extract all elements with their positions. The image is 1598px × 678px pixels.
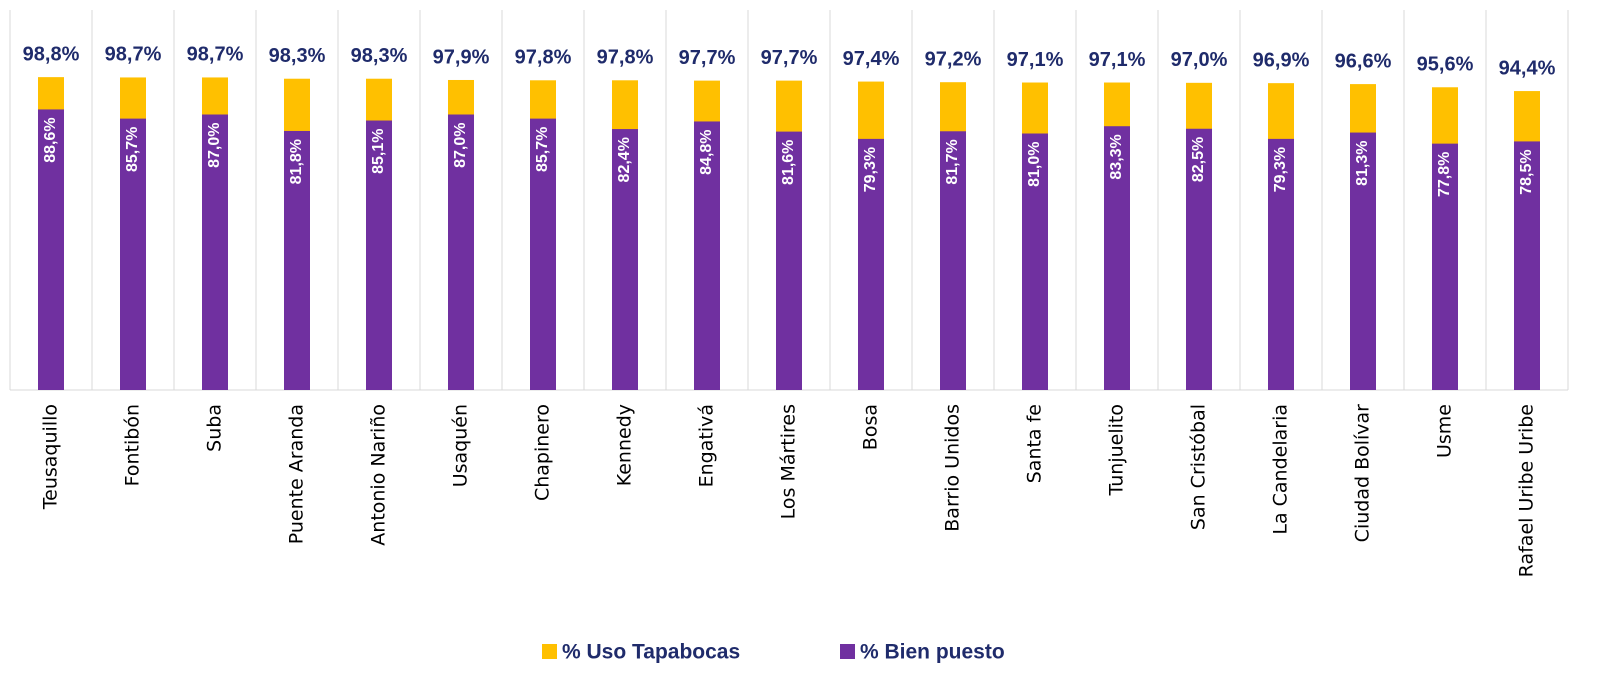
bar [612, 129, 638, 391]
value-label: 96,6% [1335, 50, 1392, 72]
value-label: 81,3% [1354, 141, 1371, 186]
value-label: 79,3% [862, 147, 879, 192]
legend-swatch [542, 644, 557, 659]
bar [1432, 143, 1458, 390]
x-tick-label: San Cristóbal [1188, 404, 1210, 530]
value-label: 82,4% [616, 137, 633, 182]
bar [940, 131, 966, 391]
value-label: 87,0% [452, 123, 469, 168]
x-tick-label: Suba [204, 404, 226, 452]
value-label: 97,9% [433, 46, 490, 68]
value-label: 97,8% [515, 47, 572, 69]
x-tick-label: Santa fe [1024, 404, 1046, 483]
value-label: 87,0% [206, 123, 223, 168]
value-label: 97,1% [1007, 49, 1064, 71]
x-tick-label: La Candelaria [1270, 404, 1292, 535]
value-label: 98,3% [269, 45, 326, 67]
value-label: 77,8% [1436, 152, 1453, 197]
value-label: 85,1% [370, 129, 387, 174]
value-label: 95,6% [1417, 54, 1474, 76]
value-label: 98,7% [105, 44, 162, 66]
x-tick-label: Teusaquillo [40, 404, 62, 510]
value-label: 83,3% [1108, 134, 1125, 179]
bar [1104, 126, 1130, 390]
x-tick-label: Fontibón [122, 404, 144, 486]
x-tick-label: Tunjuelito [1106, 404, 1128, 496]
value-label: 98,3% [351, 45, 408, 67]
value-label: 81,6% [780, 140, 797, 185]
bar [530, 118, 556, 390]
bar [202, 114, 228, 390]
value-label: 97,8% [597, 47, 654, 69]
value-label: 97,2% [925, 48, 982, 70]
x-tick-label: Puente Aranda [286, 404, 308, 544]
value-label: 98,7% [187, 44, 244, 66]
bar [120, 118, 146, 390]
bar [694, 121, 720, 390]
bar [1350, 132, 1376, 391]
x-tick-label: Kennedy [614, 404, 636, 486]
x-tick-label: Bosa [860, 404, 882, 450]
value-label: 84,8% [698, 129, 715, 174]
bar [1022, 133, 1048, 390]
x-tick-label: Engativá [696, 404, 718, 487]
bar [1514, 141, 1540, 390]
bar [284, 130, 310, 390]
legend-swatch [840, 644, 855, 659]
bar [776, 131, 802, 390]
value-label: 97,0% [1171, 49, 1228, 71]
value-label: 97,7% [679, 47, 736, 69]
value-label: 97,4% [843, 48, 900, 70]
value-label: 94,4% [1499, 57, 1556, 79]
value-label: 85,7% [124, 127, 141, 172]
value-label: 97,1% [1089, 49, 1146, 71]
x-tick-label: Barrio Unidos [942, 404, 964, 532]
bar [858, 138, 884, 390]
x-tick-label: Los Mártires [778, 404, 800, 519]
value-label: 88,6% [42, 117, 59, 162]
bar [448, 114, 474, 390]
value-label: 85,7% [534, 127, 551, 172]
bar [1268, 138, 1294, 390]
x-tick-label: Ciudad Bolívar [1352, 404, 1374, 542]
x-tick-label: Chapinero [532, 404, 554, 501]
bar [366, 120, 392, 391]
value-label: 82,5% [1190, 137, 1207, 182]
value-label: 81,8% [288, 139, 305, 184]
value-label: 96,9% [1253, 49, 1310, 71]
value-label: 81,0% [1026, 142, 1043, 187]
legend-label: % Bien puesto [860, 641, 1005, 664]
value-label: 78,5% [1518, 149, 1535, 194]
x-tick-label: Usaquén [450, 404, 472, 487]
x-tick-label: Rafael Uribe Uribe [1516, 404, 1538, 577]
value-label: 81,7% [944, 139, 961, 184]
x-tick-label: Usme [1434, 404, 1456, 458]
value-label: 97,7% [761, 47, 818, 69]
legend-label: % Uso Tapabocas [562, 641, 740, 664]
bar [1186, 128, 1212, 390]
x-tick-label: Antonio Nariño [368, 404, 390, 546]
bar [38, 109, 64, 390]
value-label: 79,3% [1272, 147, 1289, 192]
value-label: 98,8% [23, 43, 80, 65]
